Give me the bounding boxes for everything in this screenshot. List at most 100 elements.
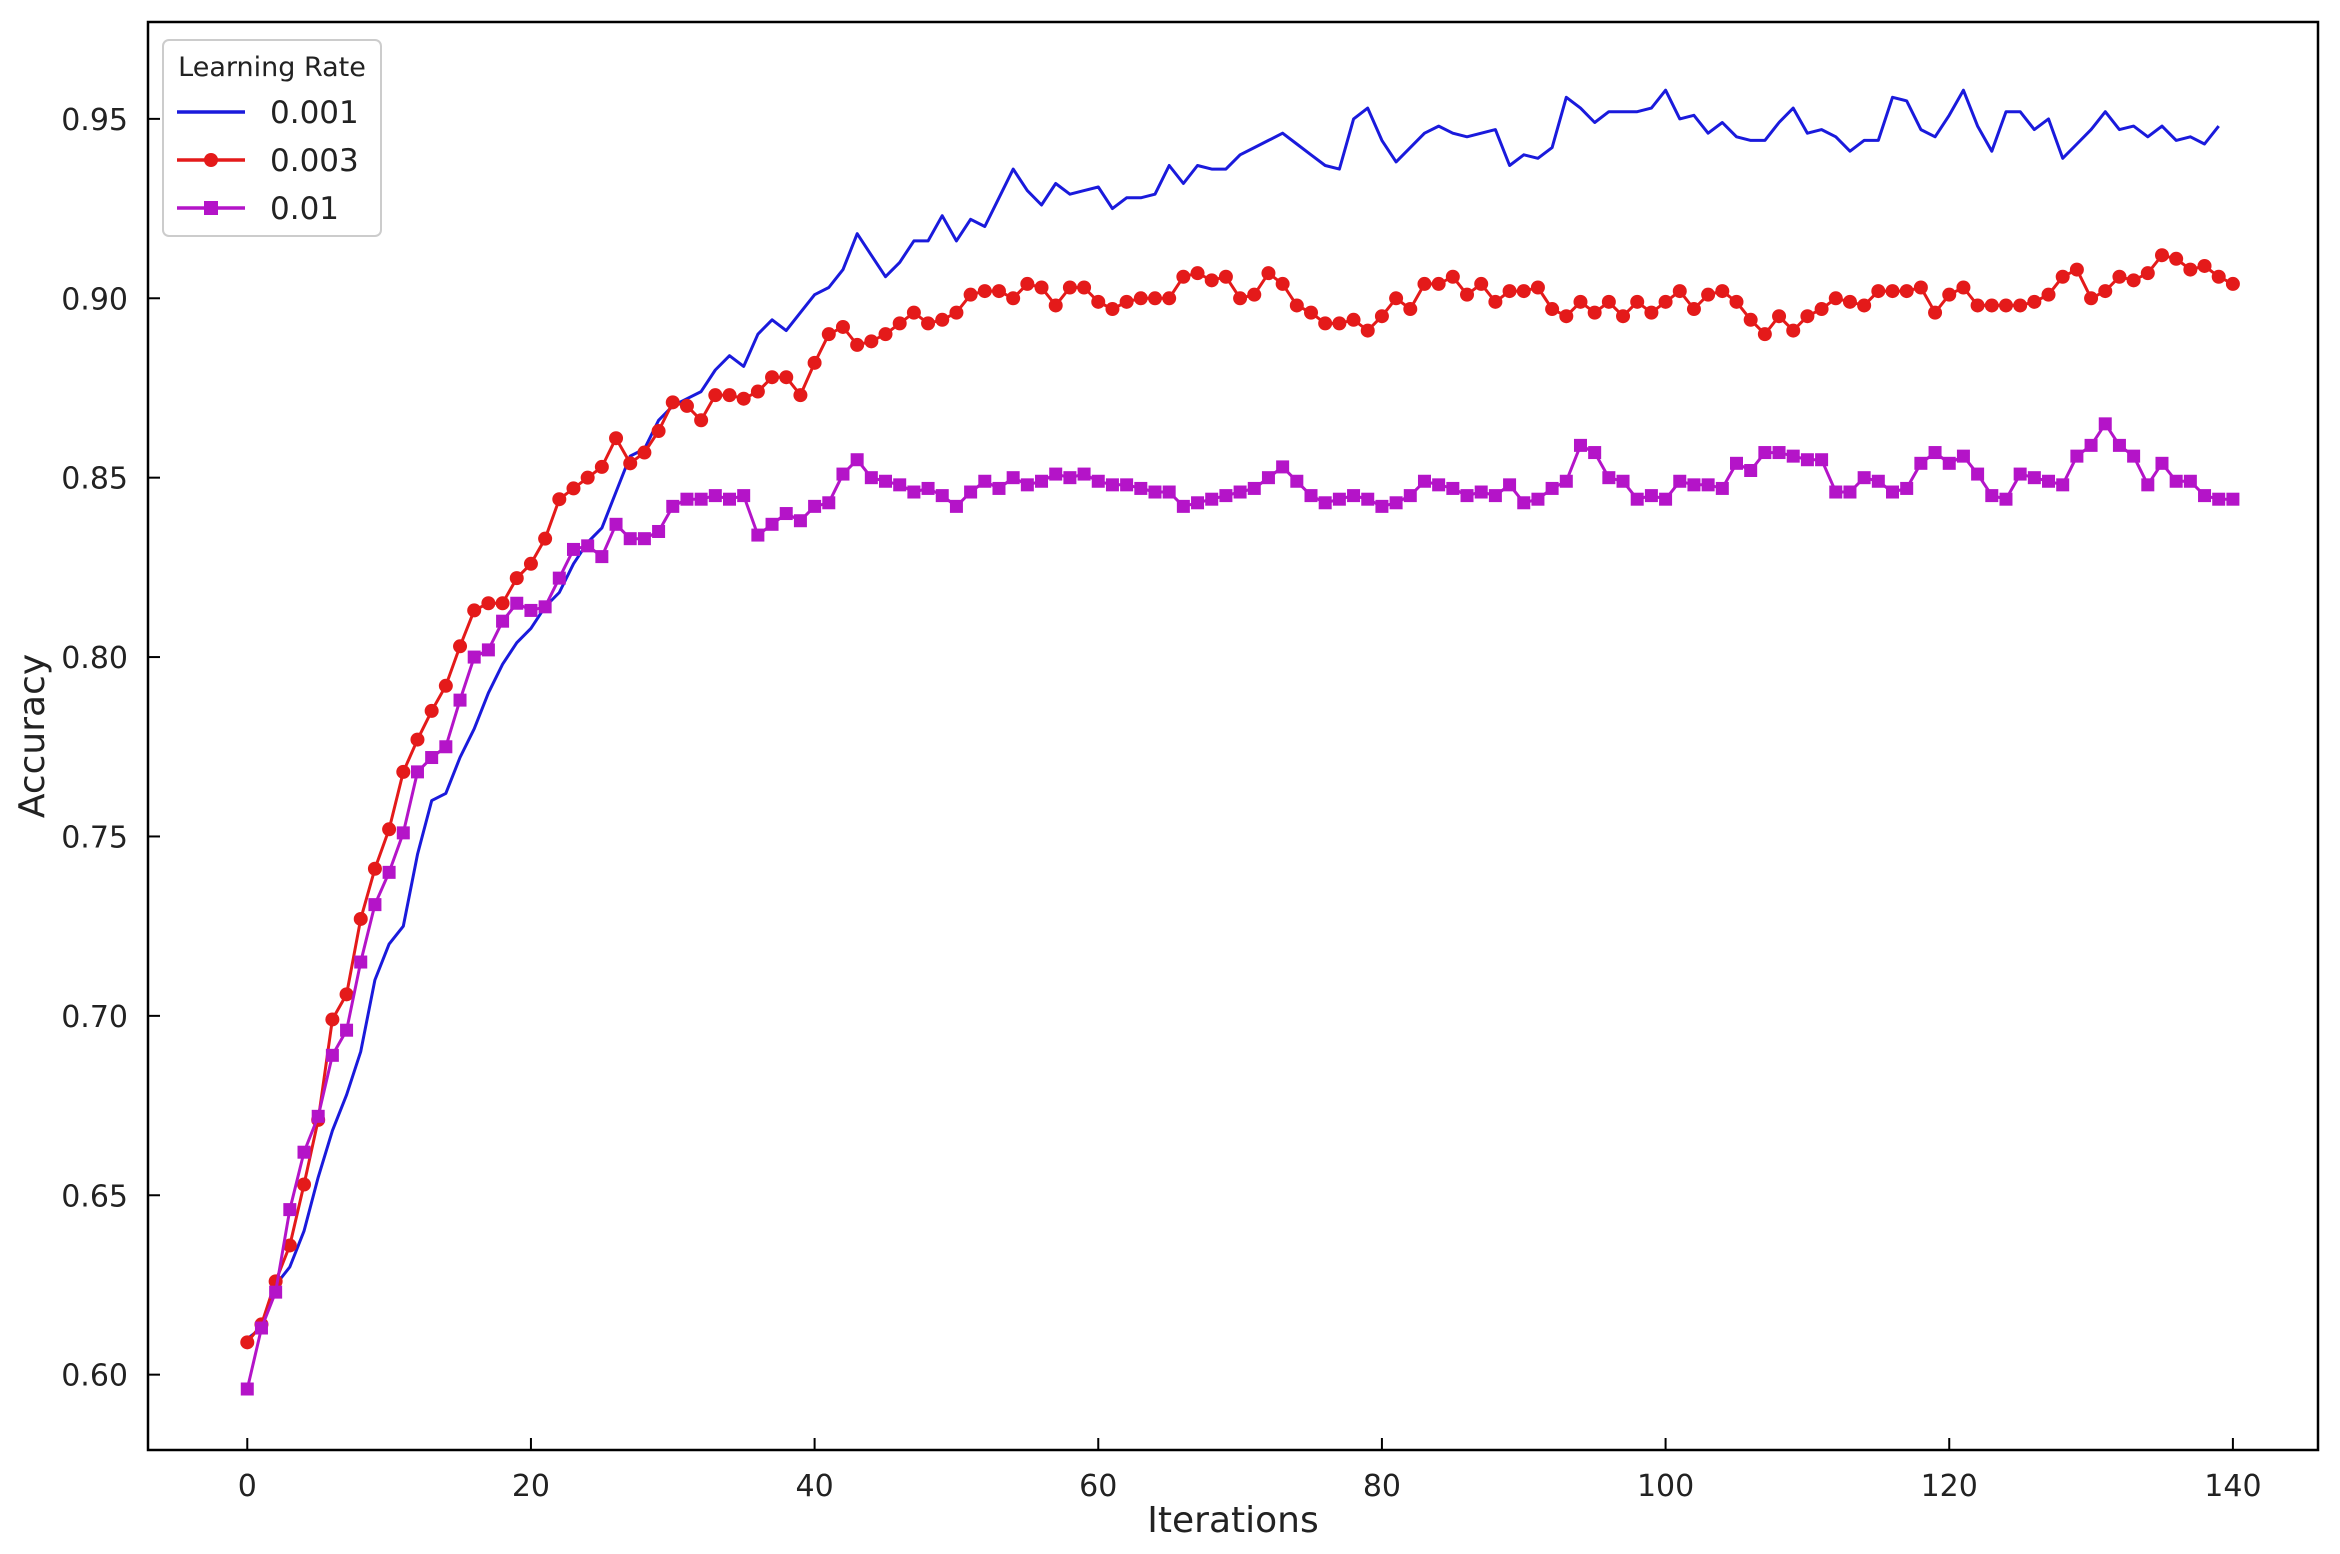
series-1-point-122	[1970, 298, 1985, 313]
series-2-point-132	[2112, 438, 2126, 452]
series-1-point-42	[835, 319, 850, 334]
series-2-point-50	[949, 499, 963, 513]
series-1-point-21	[538, 531, 553, 546]
series-1-point-132	[2112, 269, 2127, 284]
series-1-point-110	[1800, 309, 1815, 324]
series-2-point-42	[836, 467, 850, 481]
series-1-point-80	[1374, 309, 1389, 324]
series-1-point-108	[1772, 309, 1787, 324]
series-1-point-9	[367, 861, 382, 876]
series-1-point-64	[1147, 291, 1162, 306]
series-2-point-107	[1758, 446, 1772, 460]
series-1-point-88	[1488, 294, 1503, 309]
y-tick-label-6: 0.90	[61, 282, 128, 317]
series-1-point-94	[1573, 294, 1588, 309]
series-2-point-133	[2127, 449, 2141, 463]
series-1-point-128	[2055, 269, 2070, 284]
series-1-point-100	[1658, 294, 1673, 309]
series-2-point-93	[1559, 474, 1573, 488]
axes-layer: 0 20 40 60 80 100 120 140 0.60 0.65 0.70 0.75 0.80 0.…	[12, 20, 2320, 1541]
legend: Learning Rate 0.001 0.003 0.01	[162, 39, 382, 237]
series-1-point-75	[1304, 305, 1319, 320]
series-2-point-108	[1772, 446, 1786, 460]
series-1-point-22	[552, 492, 567, 507]
series-1-point-63	[1133, 291, 1148, 306]
series-1-point-6	[325, 1012, 340, 1027]
series-1-point-61	[1105, 302, 1120, 317]
series-2-point-43	[850, 453, 864, 467]
series-2-point-127	[2042, 474, 2056, 488]
series-2-point-36	[751, 528, 765, 542]
series-1-point-58	[1062, 280, 1077, 295]
series-2-point-104	[1715, 481, 1729, 495]
series-2-point-87	[1474, 485, 1488, 499]
series-2-point-139	[2212, 492, 2226, 506]
x-tick-label-5: 100	[1637, 1469, 1694, 1504]
series-2-point-14	[439, 740, 453, 754]
series-1-point-57	[1048, 298, 1063, 313]
series-1-point-76	[1318, 316, 1333, 331]
series-1-point-135	[2154, 248, 2169, 263]
series-1-point-16	[467, 603, 482, 618]
series-1-point-104	[1715, 284, 1730, 299]
series-2-point-6	[325, 1048, 339, 1062]
series-2-point-99	[1644, 489, 1658, 503]
series-2-point-112	[1829, 485, 1843, 499]
series-1-point-12	[410, 732, 425, 747]
series-1-point-97	[1616, 309, 1631, 324]
series-2-point-25	[595, 550, 609, 564]
series-1-point-17	[481, 596, 496, 611]
series-2-point-73	[1276, 460, 1290, 474]
series-1-point-31	[679, 398, 694, 413]
series-2-point-57	[1049, 467, 1063, 481]
series-2-point-125	[2013, 467, 2027, 481]
series-2-point-63	[1134, 481, 1148, 495]
x-tick-label-4: 80	[1363, 1469, 1401, 1504]
series-2-point-13	[425, 751, 439, 765]
series-2-point-97	[1616, 474, 1630, 488]
x-tick-label-7: 140	[2204, 1469, 2261, 1504]
series-2-point-40	[808, 499, 822, 513]
series-2-point-80	[1375, 499, 1389, 513]
series-2-point-101	[1673, 474, 1687, 488]
series-2-point-124	[1999, 492, 2013, 506]
x-tick-label-2: 40	[796, 1469, 834, 1504]
series-1-point-62	[1119, 294, 1134, 309]
series-1-point-39	[793, 388, 808, 403]
series-1-point-83	[1417, 276, 1432, 291]
series-1-point-65	[1162, 291, 1177, 306]
series-1-point-115	[1871, 284, 1886, 299]
series-2-point-111	[1815, 453, 1829, 467]
series-layer	[240, 88, 2240, 1396]
series-2-point-30	[666, 499, 680, 513]
series-2-point-77	[1332, 492, 1346, 506]
series-2-point-26	[609, 517, 623, 531]
legend-label-2: 0.01	[270, 191, 339, 227]
series-1-point-116	[1885, 284, 1900, 299]
y-tick-label-5: 0.85	[61, 462, 128, 497]
series-2-point-4	[297, 1145, 311, 1159]
series-1-point-124	[1998, 298, 2013, 313]
legend-marker-1	[204, 153, 218, 167]
series-2-point-76	[1318, 496, 1332, 510]
series-1-point-107	[1757, 327, 1772, 342]
series-1-point-52	[977, 284, 992, 299]
series-2-point-82	[1403, 489, 1417, 503]
series-1-point-37	[765, 370, 780, 385]
series-2-point-54	[1006, 471, 1020, 485]
series-1-point-55	[1020, 276, 1035, 291]
series-2-point-121	[1956, 449, 1970, 463]
x-tick-label-3: 60	[1079, 1469, 1117, 1504]
x-tick-label-1: 20	[512, 1469, 550, 1504]
series-2-point-119	[1928, 446, 1942, 460]
series-1-point-18	[495, 596, 510, 611]
series-2-point-31	[680, 492, 694, 506]
legend-label-0: 0.001	[270, 95, 359, 131]
series-1-point-48	[921, 316, 936, 331]
series-1-point-123	[1984, 298, 1999, 313]
series-1-point-102	[1686, 302, 1701, 317]
x-tick-label-0: 0	[238, 1469, 257, 1504]
series-1-point-74	[1289, 298, 1304, 313]
series-2-point-131	[2098, 417, 2112, 431]
series-2-point-56	[1035, 474, 1049, 488]
